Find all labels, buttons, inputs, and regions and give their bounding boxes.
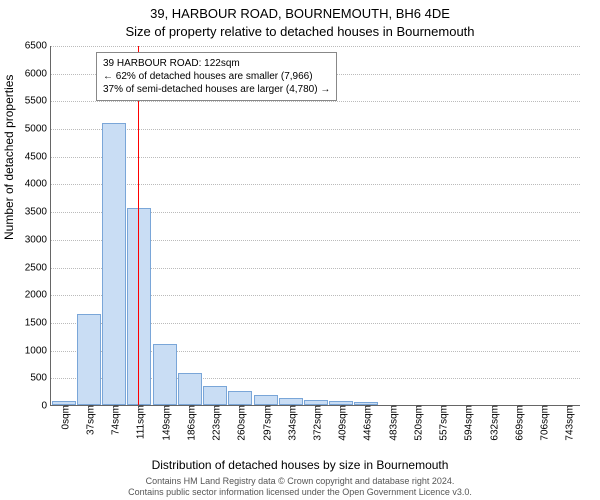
x-tick-label: 297sqm — [258, 405, 273, 441]
x-tick-label: 706sqm — [536, 405, 551, 441]
x-tick-label: 74sqm — [107, 405, 122, 435]
x-tick-label: 743sqm — [561, 405, 576, 441]
x-axis-label: Distribution of detached houses by size … — [0, 458, 600, 472]
histogram-bar — [153, 344, 177, 405]
y-tick-label: 1000 — [25, 345, 51, 356]
attribution-line2: Contains public sector information licen… — [128, 487, 472, 497]
x-tick-label: 260sqm — [233, 405, 248, 441]
annotation-line1: 39 HARBOUR ROAD: 122sqm — [103, 57, 330, 70]
y-tick-label: 0 — [41, 401, 51, 412]
y-tick-label: 500 — [30, 373, 51, 384]
gridline — [51, 157, 580, 158]
chart-title-line1: 39, HARBOUR ROAD, BOURNEMOUTH, BH6 4DE — [0, 6, 600, 21]
y-tick-label: 6500 — [25, 41, 51, 52]
histogram-bar — [77, 314, 101, 405]
x-tick-label: 149sqm — [157, 405, 172, 441]
x-tick-label: 372sqm — [309, 405, 324, 441]
histogram-bar — [228, 391, 252, 405]
gridline — [51, 101, 580, 102]
gridline — [51, 129, 580, 130]
x-tick-label: 186sqm — [182, 405, 197, 441]
x-tick-label: 520sqm — [409, 405, 424, 441]
x-tick-label: 483sqm — [384, 405, 399, 441]
x-tick-label: 0sqm — [56, 405, 71, 429]
y-tick-label: 2500 — [25, 262, 51, 273]
y-axis-label: Number of detached properties — [2, 75, 16, 240]
histogram-bar — [178, 373, 202, 405]
y-tick-label: 5000 — [25, 124, 51, 135]
chart-container: 39, HARBOUR ROAD, BOURNEMOUTH, BH6 4DE S… — [0, 0, 600, 500]
y-tick-label: 2000 — [25, 290, 51, 301]
histogram-bar — [127, 208, 151, 405]
x-tick-label: 409sqm — [334, 405, 349, 441]
attribution-text: Contains HM Land Registry data © Crown c… — [20, 476, 580, 499]
x-tick-label: 446sqm — [359, 405, 374, 441]
histogram-bar — [102, 123, 126, 405]
annotation-line3: 37% of semi-detached houses are larger (… — [103, 83, 330, 96]
y-tick-label: 1500 — [25, 317, 51, 328]
plot-area: 0500100015002000250030003500400045005000… — [50, 46, 580, 406]
gridline — [51, 184, 580, 185]
y-tick-label: 3500 — [25, 207, 51, 218]
x-tick-label: 669sqm — [510, 405, 525, 441]
annotation-box: 39 HARBOUR ROAD: 122sqm← 62% of detached… — [96, 52, 337, 101]
y-tick-label: 6000 — [25, 68, 51, 79]
histogram-bar — [203, 386, 227, 405]
gridline — [51, 46, 580, 47]
x-tick-label: 223sqm — [208, 405, 223, 441]
y-tick-label: 4000 — [25, 179, 51, 190]
annotation-line2: ← 62% of detached houses are smaller (7,… — [103, 70, 330, 83]
histogram-bar — [254, 395, 278, 405]
y-tick-label: 5500 — [25, 96, 51, 107]
x-tick-label: 557sqm — [435, 405, 450, 441]
x-tick-label: 594sqm — [460, 405, 475, 441]
x-tick-label: 334sqm — [283, 405, 298, 441]
y-tick-label: 3000 — [25, 234, 51, 245]
chart-title-line2: Size of property relative to detached ho… — [0, 24, 600, 39]
x-tick-label: 37sqm — [81, 405, 96, 435]
x-tick-label: 111sqm — [132, 405, 147, 439]
histogram-bar — [279, 398, 303, 405]
x-tick-label: 632sqm — [485, 405, 500, 441]
y-tick-label: 4500 — [25, 151, 51, 162]
attribution-line1: Contains HM Land Registry data © Crown c… — [146, 476, 455, 486]
